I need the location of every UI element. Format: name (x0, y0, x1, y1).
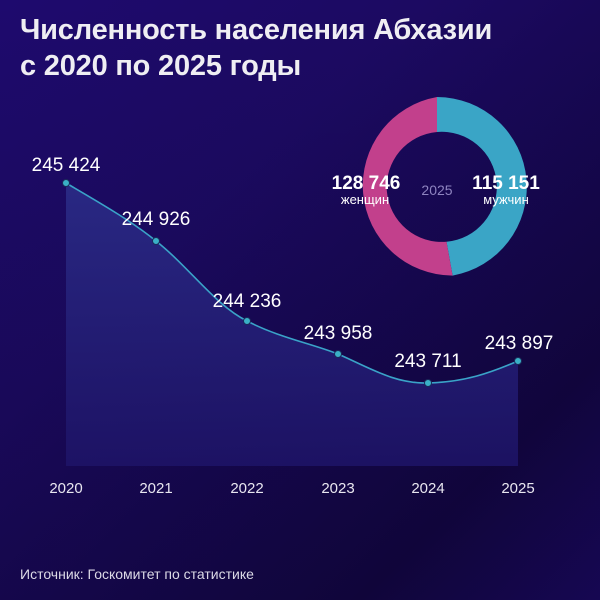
donut-center-year: 2025 (421, 182, 453, 198)
gender-donut-chart (362, 97, 527, 276)
point-2024[interactable] (424, 379, 432, 387)
value-label-2021: 244 926 (121, 209, 191, 230)
point-2020[interactable] (62, 179, 70, 187)
women-label: женщин (340, 192, 390, 207)
women-count: 128 746 (331, 173, 401, 194)
value-label-2024: 243 711 (394, 351, 462, 372)
men-count: 115 151 (472, 173, 540, 194)
title-line-1: Численность населения Абхазии (20, 14, 493, 46)
value-label-2022: 244 236 (212, 291, 282, 312)
source-note: Источник: Госкомитет по статистике (20, 566, 254, 582)
data-points (62, 179, 522, 387)
trend-line (65, 182, 519, 384)
page-title: Численность населения Абхазии с 2020 по … (20, 12, 492, 84)
donut-slice-women[interactable] (362, 97, 453, 276)
point-2021[interactable] (152, 237, 160, 245)
point-2025[interactable] (514, 357, 522, 365)
x-tick-2023: 2023 (321, 480, 355, 497)
donut-slice-men[interactable] (437, 97, 527, 276)
x-tick-2025: 2025 (501, 480, 535, 497)
x-tick-2024: 2024 (411, 480, 445, 497)
value-label-2023: 243 958 (303, 323, 373, 344)
men-label: мужчин (483, 192, 529, 207)
area-fill (66, 183, 518, 466)
value-label-2025: 243 897 (484, 333, 554, 354)
x-tick-2021: 2021 (139, 480, 173, 497)
point-2023[interactable] (334, 350, 342, 358)
x-tick-2022: 2022 (230, 480, 264, 497)
value-label-2020: 245 424 (31, 155, 101, 176)
x-tick-2020: 2020 (49, 480, 83, 497)
point-2022[interactable] (243, 317, 251, 325)
title-line-2: с 2020 по 2025 годы (20, 50, 302, 82)
